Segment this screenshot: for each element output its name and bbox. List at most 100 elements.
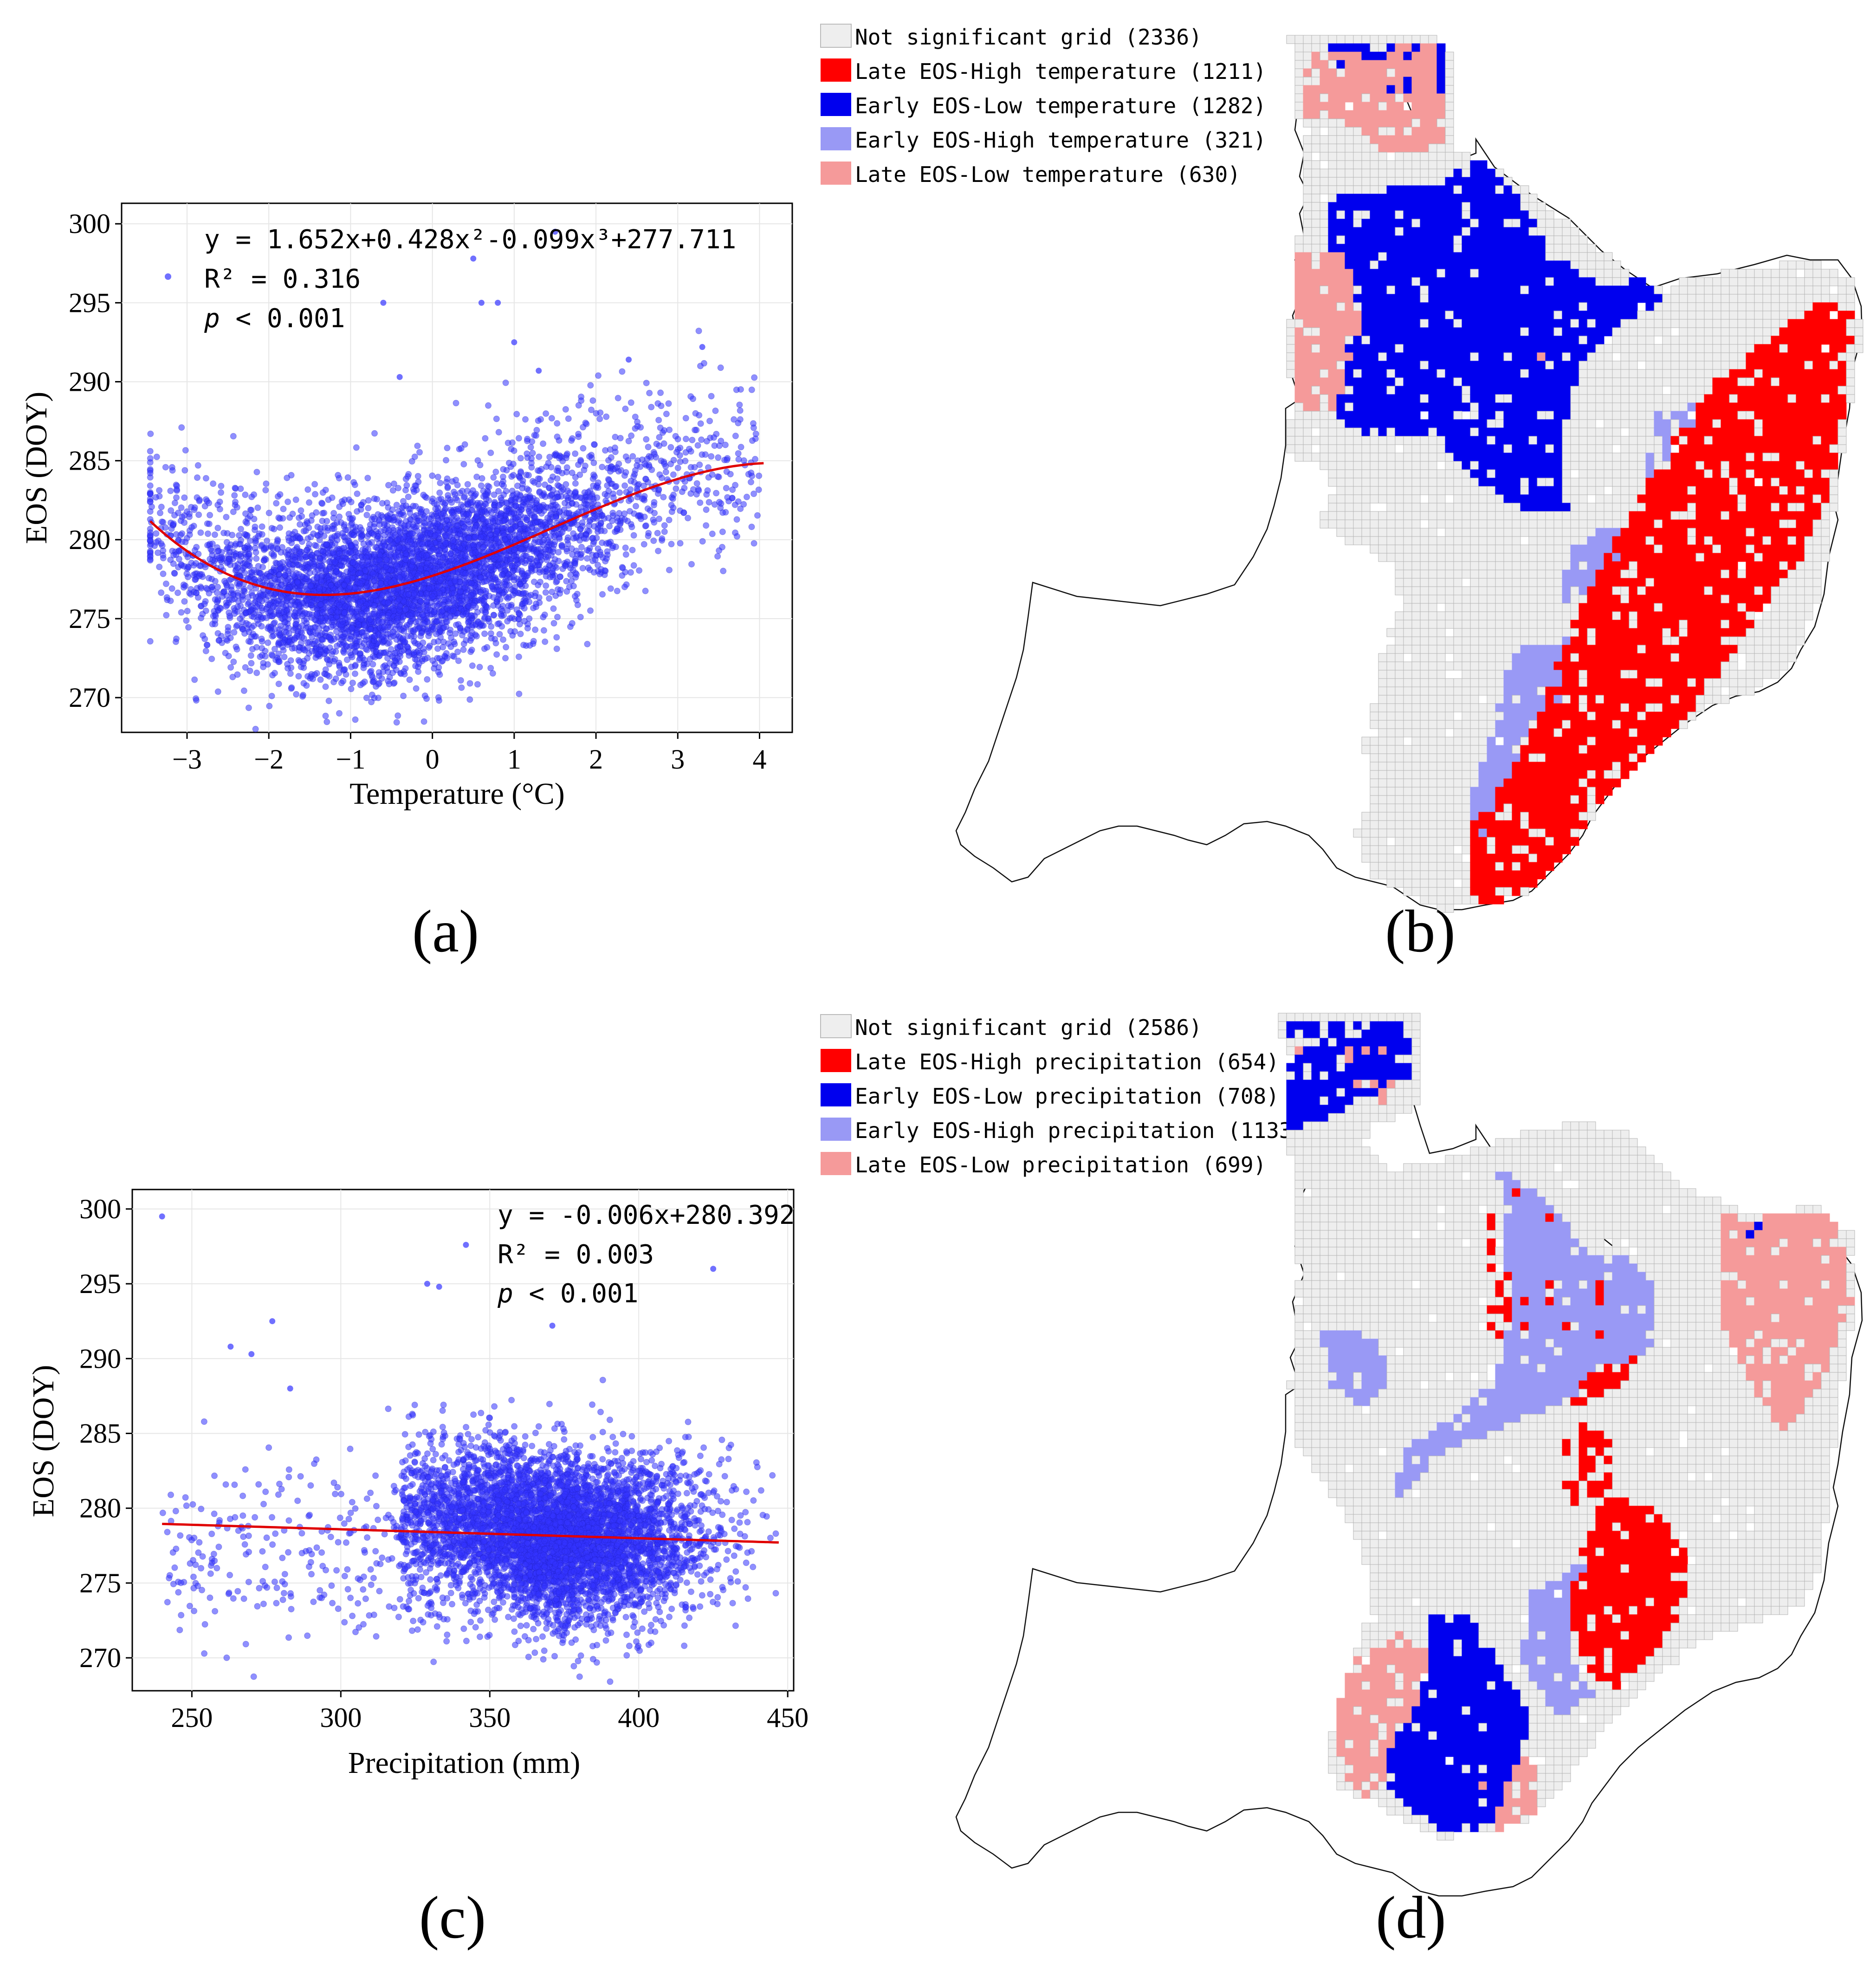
- scatter-point: [354, 508, 361, 515]
- scatter-point: [513, 411, 520, 418]
- scatter-point: [205, 530, 211, 537]
- scatter-point: [510, 472, 517, 478]
- scatter-point: [246, 550, 252, 557]
- scatter-point: [657, 389, 664, 396]
- scatter-point: [536, 569, 543, 576]
- scatter-point: [389, 487, 396, 494]
- scatter-point: [666, 427, 673, 433]
- scatter-point: [630, 532, 637, 539]
- scatter-point: [395, 485, 401, 491]
- scatter-point: [731, 501, 738, 508]
- scatter-point: [385, 678, 391, 685]
- scatter-point: [162, 524, 169, 531]
- scatter-point: [579, 565, 586, 572]
- scatter-point: [542, 638, 549, 645]
- scatter-point: [443, 650, 450, 657]
- scatter-point: [286, 561, 293, 568]
- scatter-point: [699, 538, 706, 545]
- scatter-point: [622, 405, 629, 412]
- scatter-point: [451, 653, 458, 660]
- scatter-point: [364, 475, 371, 481]
- scatter-point: [191, 506, 198, 513]
- scatter-point: [689, 437, 696, 444]
- scatter-point: [553, 646, 560, 652]
- scatter-point: [530, 578, 537, 585]
- scatter-point: [556, 535, 563, 542]
- scatter-point: [218, 483, 225, 490]
- scatter-point: [580, 445, 587, 452]
- scatter-point: [584, 640, 591, 647]
- scatter-point: [261, 557, 267, 564]
- scatter-point: [227, 634, 234, 641]
- scatter-point: [254, 617, 261, 624]
- scatter-point: [328, 534, 335, 541]
- scatter-point: [245, 621, 252, 628]
- scatter-point: [485, 572, 492, 579]
- scatter-point: [386, 527, 393, 534]
- scatter-point: [283, 629, 290, 636]
- scatter-point: [687, 464, 694, 471]
- scatter-point: [416, 517, 423, 524]
- scatter-point: [584, 555, 591, 562]
- scatter-point: [403, 482, 410, 489]
- scatter-point: [268, 692, 275, 699]
- scatter-point: [233, 540, 239, 547]
- scatter-point: [528, 455, 535, 462]
- scatter-point: [288, 578, 295, 585]
- scatter-point: [641, 513, 648, 520]
- scatter-point: [748, 386, 755, 393]
- scatter-point: [352, 663, 359, 670]
- scatter-point: [344, 474, 351, 481]
- scatter-point: [685, 515, 692, 522]
- scatter-point: [666, 517, 673, 524]
- scatter-point: [572, 474, 579, 481]
- scatter-point: [198, 614, 205, 621]
- scatter-point: [281, 614, 288, 621]
- scatter-point: [583, 547, 590, 554]
- scatter-point: [389, 669, 396, 676]
- scatter-point: [650, 537, 657, 544]
- scatter-point: [347, 649, 354, 656]
- scatter-point: [687, 393, 694, 400]
- scatter-point: [543, 556, 550, 563]
- scatter-point: [341, 544, 348, 551]
- scatter-point: [280, 505, 287, 512]
- scatter-point: [365, 504, 372, 511]
- scatter-point: [361, 679, 368, 685]
- scatter-point: [627, 508, 633, 515]
- scatter-point: [167, 556, 174, 563]
- scatter-point: [505, 602, 512, 609]
- scatter-point: [717, 364, 724, 371]
- scatter-point: [324, 527, 331, 534]
- scatter-point: [458, 536, 465, 543]
- scatter-point: [284, 551, 291, 558]
- scatter-point: [240, 687, 247, 694]
- scatter-point: [411, 453, 418, 460]
- scatter-point: [349, 515, 356, 522]
- scatter-point: [416, 449, 423, 456]
- scatter-point: [595, 479, 602, 486]
- scatter-point: [237, 526, 244, 532]
- scatter-point: [223, 539, 230, 546]
- scatter-point: [468, 647, 475, 653]
- scatter-point: [445, 492, 452, 499]
- scatter-point: [622, 469, 629, 476]
- scatter-point: [621, 482, 628, 489]
- scatter-point: [559, 529, 566, 536]
- scatter-point: [545, 539, 552, 546]
- scatter-points-a: [147, 228, 763, 732]
- scatter-point: [554, 433, 561, 440]
- scatter-point: [647, 507, 653, 514]
- scatter-point: [548, 415, 555, 422]
- scatter-point: [391, 657, 398, 664]
- scatter-point: [550, 548, 556, 555]
- scatter-point: [282, 572, 289, 579]
- scatter-point: [630, 562, 637, 569]
- scatter-point: [604, 482, 611, 489]
- scatter-point: [247, 652, 254, 659]
- scatter-point: [156, 563, 163, 570]
- scatter-point: [596, 415, 603, 422]
- scatter-point: [651, 519, 658, 526]
- scatter-point: [335, 472, 342, 478]
- scatter-point: [260, 664, 267, 670]
